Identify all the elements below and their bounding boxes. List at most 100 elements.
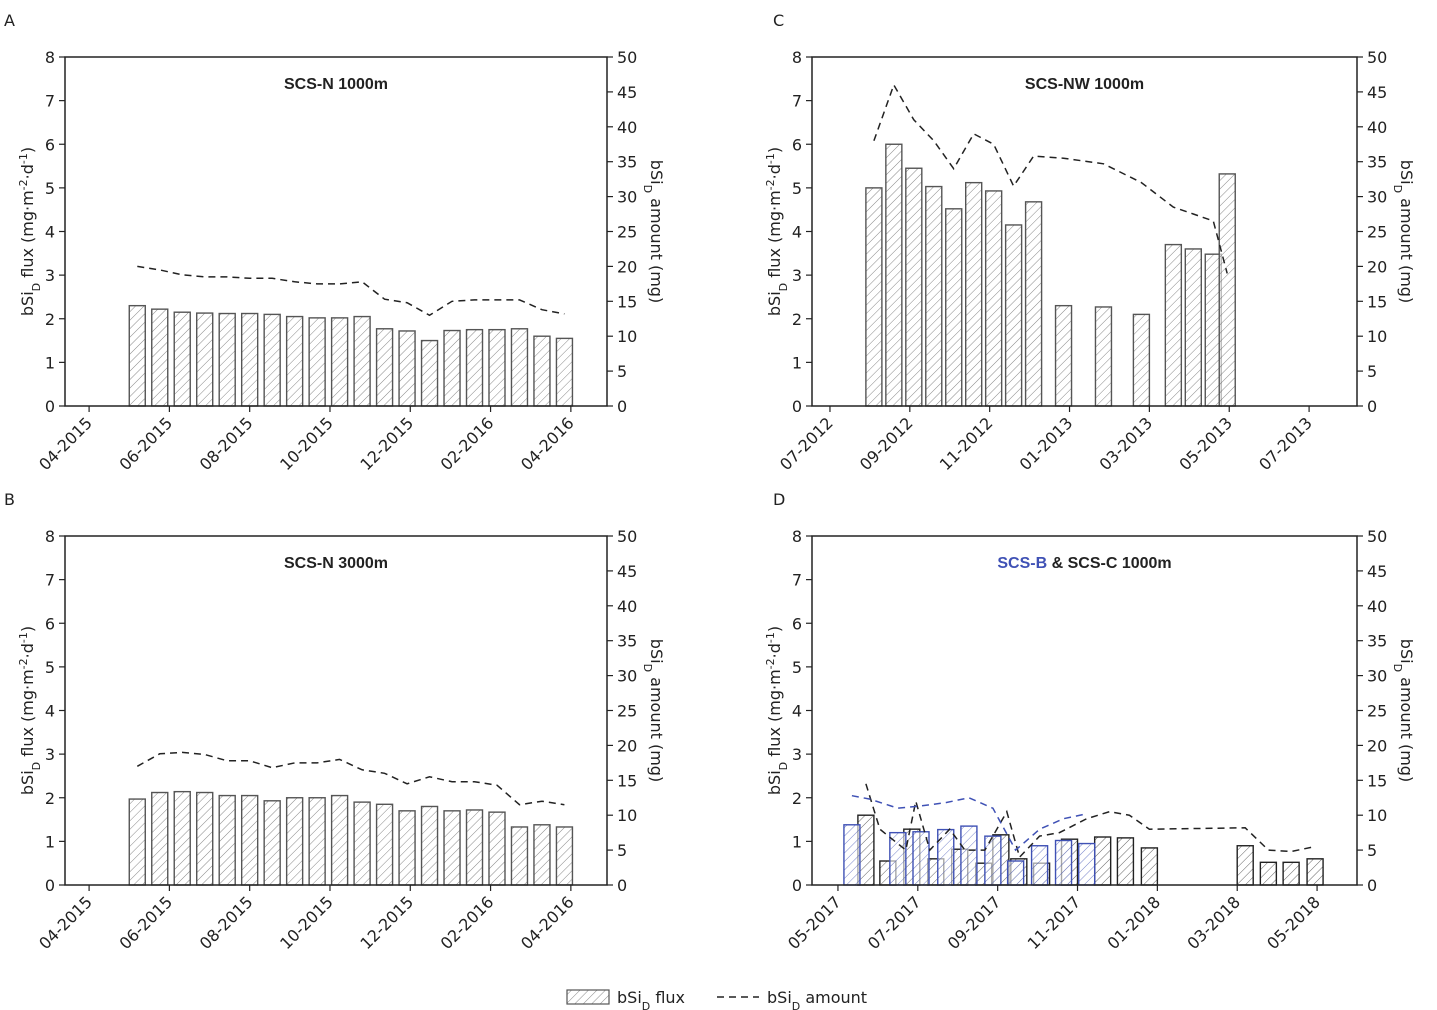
text-part: flux (mg·m: [765, 190, 784, 283]
y2-tick-label: 20: [617, 257, 637, 276]
bar: [865, 187, 883, 407]
x-tick-label: 11-2017: [1024, 892, 1085, 953]
y2-tick-label: 35: [1367, 153, 1387, 172]
y-tick-label: 6: [45, 135, 55, 154]
text-part: bSi: [765, 291, 784, 316]
x-tick-label: 04-2016: [517, 413, 578, 474]
bar: [173, 790, 191, 886]
bar: [263, 313, 281, 407]
y-tick-label: 8: [45, 48, 55, 67]
bar: [285, 315, 304, 407]
text-part: SCS-N 3000m: [284, 555, 388, 572]
y-tick-label: 2: [792, 310, 802, 329]
bar: [398, 330, 416, 407]
text-part: -2: [764, 179, 777, 190]
line: [137, 265, 565, 317]
y-tick-label: 6: [792, 614, 802, 633]
bar: [937, 828, 955, 886]
bar: [420, 805, 439, 886]
y2-tick-label: 50: [1367, 527, 1387, 546]
y2-tick-label: 25: [617, 223, 637, 242]
chart-title: SCS-NW 1000m: [1025, 76, 1144, 93]
y-tick-label: 6: [792, 135, 802, 154]
panel-letter: B: [4, 490, 15, 509]
bar: [240, 794, 259, 886]
bar: [285, 797, 304, 886]
bar: [1024, 201, 1043, 407]
y-tick-label: 4: [45, 223, 55, 242]
y-tick-label: 3: [45, 266, 55, 285]
bar: [965, 181, 983, 407]
y2-tick-label: 0: [617, 876, 627, 895]
text-part: D: [30, 762, 43, 770]
y-tick-label: 1: [45, 832, 55, 851]
text-part: -1: [764, 153, 777, 164]
bar: [488, 328, 506, 407]
x-tick-label: 07-2012: [776, 413, 837, 474]
bar: [1116, 837, 1135, 886]
bar: [510, 826, 529, 886]
bar: [1140, 847, 1159, 886]
text-part: flux (mg·m: [765, 669, 784, 762]
y2-tick-label: 10: [1367, 327, 1387, 346]
text-part: D: [642, 664, 655, 672]
text-part: SCS-NW 1000m: [1025, 76, 1144, 93]
bar: [443, 810, 461, 886]
y2-tick-label: 20: [1367, 257, 1387, 276]
y-tick-label: 4: [792, 223, 802, 242]
bar: [1164, 243, 1183, 407]
y2-tick-label: 40: [1367, 597, 1387, 616]
bar: [375, 803, 394, 886]
text-part: SCS-B: [997, 555, 1047, 572]
x-tick-label: 05-2013: [1175, 413, 1236, 474]
y-tick-label: 2: [792, 789, 802, 808]
x-tick-label: 01-2018: [1103, 892, 1164, 953]
chart-title: SCS-B & SCS-C 1000m: [997, 555, 1171, 572]
panel-letter: C: [773, 11, 784, 30]
bar: [960, 825, 978, 886]
bar: [420, 339, 439, 407]
x-tick-label: 06-2015: [116, 413, 177, 474]
y2-tick-label: 20: [1367, 736, 1387, 755]
text-part: amount (mg): [1397, 193, 1416, 303]
bar: [555, 337, 574, 407]
x-tick-label: 07-2017: [864, 892, 925, 953]
bar: [1259, 861, 1278, 886]
x-tick-label: 02-2016: [437, 413, 498, 474]
panel-letter: D: [773, 490, 785, 509]
y2-tick-label: 0: [1367, 876, 1377, 895]
text-part: bSi: [765, 770, 784, 795]
y-tick-label: 1: [792, 353, 802, 372]
x-tick-label: 12-2015: [356, 413, 417, 474]
text-part: bSi: [647, 639, 666, 664]
bar: [375, 328, 394, 407]
bar: [488, 811, 506, 886]
y2-tick-label: 40: [617, 118, 637, 137]
bar: [443, 329, 461, 407]
text-part: flux (mg·m: [18, 190, 37, 283]
line: [865, 783, 1316, 859]
x-tick-label: 03-2018: [1183, 892, 1244, 953]
y2-tick-label: 45: [617, 83, 637, 102]
y2-tick-label: 10: [617, 327, 637, 346]
bar: [128, 304, 146, 407]
bar: [1004, 224, 1023, 407]
y2-tick-label: 10: [617, 806, 637, 825]
x-tick-label: 08-2015: [196, 892, 257, 953]
y-tick-label: 7: [792, 92, 802, 111]
x-tick-label: 05-2017: [784, 892, 845, 953]
text-part: D: [642, 1000, 650, 1010]
bar: [984, 190, 1003, 407]
text-part: flux: [650, 988, 685, 1007]
y-tick-label: 1: [45, 353, 55, 372]
x-tick-label: 02-2016: [437, 892, 498, 953]
bar: [398, 810, 416, 886]
y-tick-label: 7: [792, 571, 802, 590]
text-part: bSi: [647, 160, 666, 185]
text-part: flux (mg·m: [18, 669, 37, 762]
text-part: ): [765, 147, 784, 153]
